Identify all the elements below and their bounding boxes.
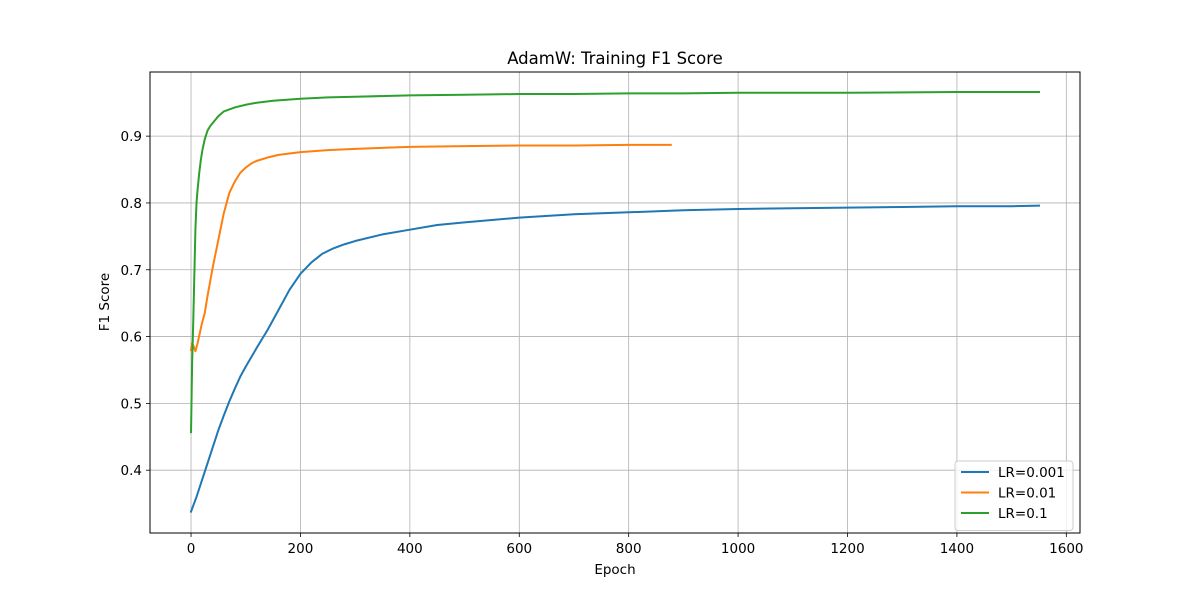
- series-line-1: [189, 143, 672, 353]
- x-tick-label: 1200: [830, 541, 864, 557]
- x-tick-label: 0: [187, 541, 196, 557]
- y-tick-label: 0.7: [121, 263, 142, 279]
- series-line-0: [189, 204, 1040, 513]
- chart-title: AdamW: Training F1 Score: [507, 49, 723, 68]
- x-tick-label: 400: [397, 541, 423, 557]
- x-axis-label: Epoch: [594, 562, 635, 578]
- y-tick-label: 0.9: [121, 129, 142, 145]
- y-axis-label: F1 Score: [97, 273, 113, 331]
- y-tick-label: 0.8: [121, 196, 142, 212]
- x-tick-label: 200: [288, 541, 314, 557]
- x-tick-label: 600: [506, 541, 532, 557]
- series-line-2: [190, 91, 1040, 434]
- x-tick-label: 1000: [721, 541, 755, 557]
- legend-label: LR=0.001: [998, 465, 1065, 481]
- axis-ticks: 0 200 400 600 800 1000 1200 1400 1600 0.4 0.5 0.6 0.…: [121, 129, 1084, 557]
- x-tick-label: 1600: [1049, 541, 1083, 557]
- grid: [150, 72, 1080, 533]
- x-tick-label: 800: [616, 541, 642, 557]
- x-tick-label: 1400: [940, 541, 974, 557]
- plot-lines: [189, 91, 1040, 513]
- y-tick-label: 0.4: [121, 463, 142, 479]
- legend-label: LR=0.1: [998, 506, 1048, 522]
- plot-frame: [149, 71, 1081, 534]
- legend-label: LR=0.01: [998, 486, 1056, 502]
- y-tick-label: 0.5: [121, 396, 142, 412]
- y-tick-label: 0.6: [121, 330, 142, 346]
- legend: LR=0.001 LR=0.01 LR=0.1: [954, 460, 1074, 531]
